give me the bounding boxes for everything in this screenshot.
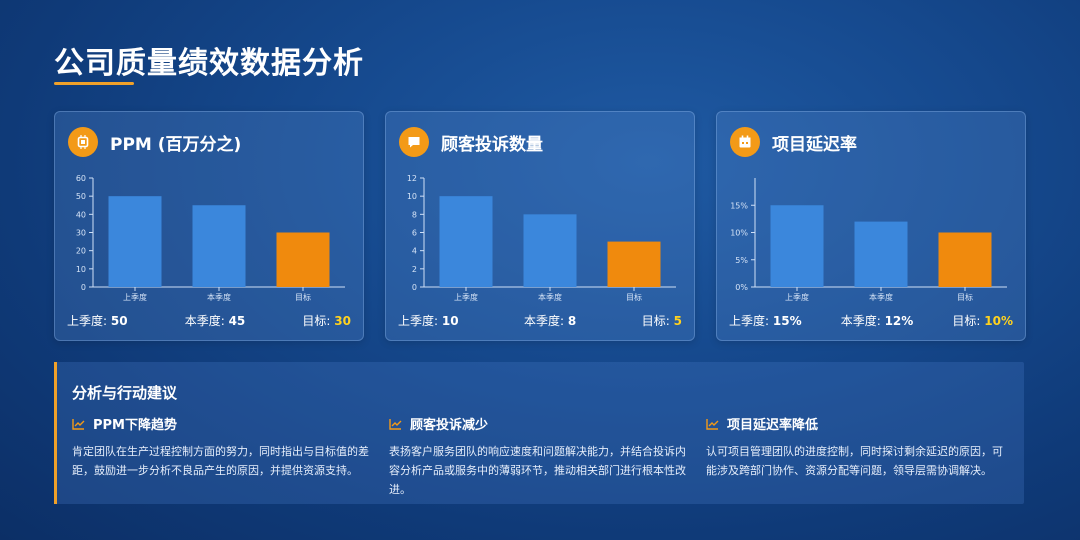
- advice-panel: 分析与行动建议 PPM下降趋势 肯定团队在生产过程控制方面的努力，同时指出与目标…: [54, 362, 1024, 504]
- current-quarter-stat: 本季度: 45: [184, 314, 246, 328]
- y-tick-label: 0%: [735, 283, 748, 292]
- x-tick-label: 上季度: [454, 292, 478, 302]
- card-header: 项目延迟率: [730, 126, 857, 158]
- advice-item-heading: 项目延迟率降低: [706, 414, 1006, 433]
- y-tick-label: 2: [412, 265, 417, 274]
- bar-0: [439, 196, 493, 287]
- y-tick-label: 8: [412, 210, 417, 219]
- advice-item: 项目延迟率降低 认可项目管理团队的进度控制，同时探讨剩余延迟的原因，可能涉及跨部…: [706, 414, 1006, 480]
- y-tick-label: 4: [412, 247, 417, 256]
- target-stat: 目标: 5: [641, 314, 682, 328]
- last-quarter-stat: 上季度: 15%: [729, 314, 802, 328]
- y-tick-label: 5%: [735, 256, 748, 265]
- card-title: 项目延迟率: [772, 134, 857, 155]
- y-tick-label: 10: [407, 192, 417, 201]
- last-quarter-stat: 上季度: 10: [398, 314, 459, 328]
- bar-1: [523, 214, 577, 287]
- card-footer: 上季度: 15% 本季度: 12% 目标: 10%: [729, 312, 1013, 329]
- y-tick-label: 10: [76, 265, 86, 274]
- y-tick-label: 6: [412, 229, 417, 238]
- trend-chart-icon: [389, 418, 402, 430]
- message-icon: [399, 127, 429, 157]
- card-footer: 上季度: 10 本季度: 8 目标: 5: [398, 312, 682, 329]
- complaints-chart: 0 2 4 6 8 10 12 上季度 本季度 目标: [407, 174, 676, 302]
- ppm-chart: 0 10 20 30 40 50 60 上季度 本季度 目标: [76, 174, 345, 302]
- current-quarter-stat: 本季度: 8: [524, 314, 577, 328]
- x-tick-label: 上季度: [123, 292, 147, 302]
- y-tick-label: 20: [76, 247, 86, 256]
- advice-title: 分析与行动建议: [72, 384, 178, 402]
- x-tick-label: 目标: [957, 292, 973, 302]
- y-tick-label: 40: [76, 210, 86, 219]
- calendar-icon: [730, 127, 760, 157]
- x-tick-label: 目标: [295, 292, 311, 302]
- card-title: 顾客投诉数量: [441, 134, 543, 155]
- page-title: 公司质量绩效数据分析: [54, 46, 364, 81]
- bar-2: [276, 232, 330, 287]
- y-tick-label: 0: [81, 283, 86, 292]
- advice-item-text: 认可项目管理团队的进度控制，同时探讨剩余延迟的原因，可能涉及跨部门协作、资源分配…: [706, 445, 1003, 477]
- x-tick-label: 目标: [626, 292, 642, 302]
- trend-chart-icon: [72, 418, 85, 430]
- bar-1: [854, 221, 908, 287]
- advice-item-heading: PPM下降趋势: [72, 414, 372, 433]
- y-tick-label: 60: [76, 174, 86, 183]
- ppm-card: PPM (百万分之) 0 10 20 30 40 50 60 上季度 本季度 目标 上季度: 50…: [54, 111, 364, 341]
- x-tick-label: 本季度: [538, 292, 562, 302]
- advice-item-heading: 顾客投诉减少: [389, 414, 689, 433]
- bar-2: [938, 232, 992, 287]
- y-tick-label: 0: [412, 283, 417, 292]
- target-stat: 目标: 10%: [952, 314, 1013, 328]
- y-tick-label: 30: [76, 229, 86, 238]
- bar-2: [607, 241, 661, 287]
- title-underline: [54, 82, 134, 85]
- complaints-card: 顾客投诉数量 0 2 4 6 8 10 12 上季度 本季度 目标 上季度: 10 本季度: 8 …: [385, 111, 695, 341]
- y-tick-label: 12: [407, 174, 417, 183]
- x-tick-label: 本季度: [207, 292, 231, 302]
- chip-icon: [68, 127, 98, 157]
- x-tick-label: 上季度: [785, 292, 809, 302]
- delay-rate-card: 项目延迟率 0% 5% 10% 15% 上季度 本季度 目标 上季度: 15% 本季度: 1…: [716, 111, 1026, 341]
- bar-0: [770, 205, 824, 287]
- trend-chart-icon: [706, 418, 719, 430]
- card-header: PPM (百万分之): [68, 126, 241, 158]
- advice-item: PPM下降趋势 肯定团队在生产过程控制方面的努力，同时指出与目标值的差距，鼓励进…: [72, 414, 372, 480]
- bar-1: [192, 205, 246, 287]
- y-tick-label: 15%: [730, 201, 748, 210]
- bar-0: [108, 196, 162, 287]
- advice-item: 顾客投诉减少 表扬客户服务团队的响应速度和问题解决能力，并结合投诉内容分析产品或…: [389, 414, 689, 499]
- last-quarter-stat: 上季度: 50: [67, 314, 128, 328]
- x-tick-label: 本季度: [869, 292, 893, 302]
- y-tick-label: 10%: [730, 229, 748, 238]
- advice-accent-bar: [54, 362, 57, 504]
- advice-item-text: 表扬客户服务团队的响应速度和问题解决能力，并结合投诉内容分析产品或服务中的薄弱环…: [389, 445, 686, 496]
- card-header: 顾客投诉数量: [399, 126, 543, 158]
- current-quarter-stat: 本季度: 12%: [840, 314, 914, 328]
- delay-rate-chart: 0% 5% 10% 15% 上季度 本季度 目标: [730, 178, 1007, 302]
- y-tick-label: 50: [76, 192, 86, 201]
- card-footer: 上季度: 50 本季度: 45 目标: 30: [67, 312, 351, 329]
- advice-item-text: 肯定团队在生产过程控制方面的努力，同时指出与目标值的差距，鼓励进一步分析不良品产…: [72, 445, 369, 477]
- card-title: PPM (百万分之): [110, 134, 242, 155]
- target-stat: 目标: 30: [302, 314, 351, 328]
